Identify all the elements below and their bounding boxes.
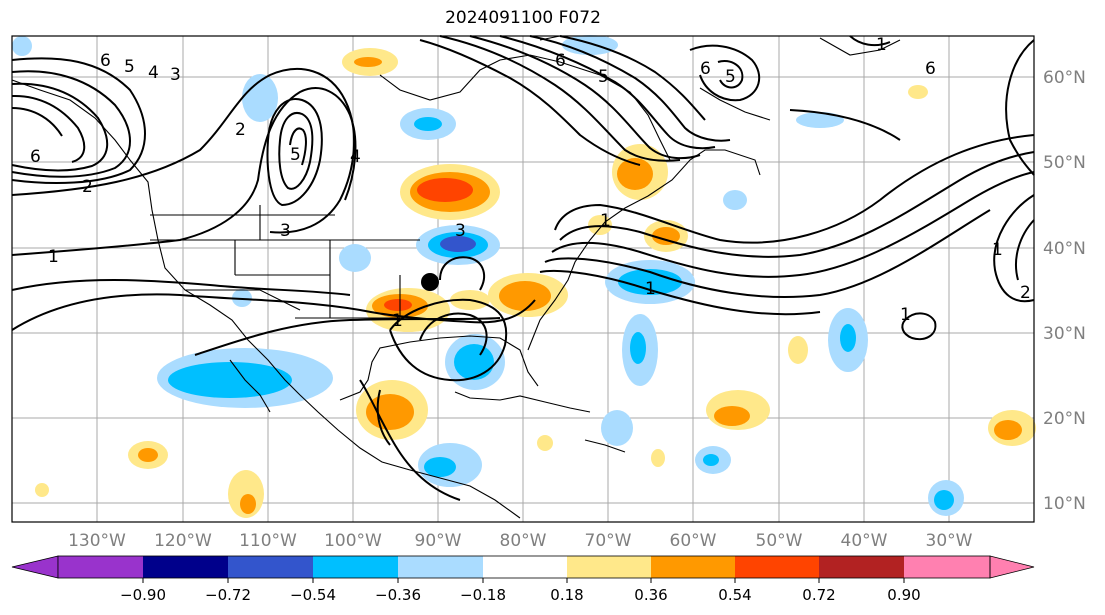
- contour-labels: 6 5 4 3 2 1 6 5 4 3 2 1 3 1 1 1 6 5 6 5 …: [30, 35, 1031, 331]
- contour-label: 1: [48, 247, 59, 267]
- contour-label: 1: [392, 311, 403, 331]
- contour-label: 3: [170, 65, 181, 85]
- colorbar-tick: −0.54: [290, 586, 336, 604]
- contour-label: 5: [290, 145, 301, 165]
- contour-label: 6: [30, 147, 41, 167]
- lon-label: 130°W: [68, 531, 126, 551]
- colorbar-tick: 0.18: [550, 586, 583, 604]
- colorbar-swatch: [313, 556, 398, 578]
- colorbar-tick: −0.18: [460, 586, 506, 604]
- lat-label: 40°N: [1043, 239, 1086, 259]
- contour-label: 2: [82, 177, 93, 197]
- contour-label: 6: [555, 51, 566, 71]
- colorbar-tick: 0.54: [718, 586, 751, 604]
- lon-label: 90°W: [415, 531, 462, 551]
- contour-label: 1: [992, 240, 1003, 260]
- contour-label: 2: [1020, 283, 1031, 303]
- colorbar-swatch: [228, 556, 313, 578]
- colorbar-extend-high: [989, 555, 1035, 579]
- contour-label: 6: [700, 59, 711, 79]
- lat-label: 20°N: [1043, 409, 1086, 429]
- lon-label: 120°W: [154, 531, 212, 551]
- contour-label: 5: [124, 57, 135, 77]
- lat-label: 10°N: [1043, 494, 1086, 514]
- contour-label: 4: [350, 147, 361, 167]
- lon-label: 80°W: [500, 531, 547, 551]
- coastlines: [11, 35, 901, 519]
- map-title: 2024091100 F072: [445, 8, 601, 28]
- lon-label: 100°W: [324, 531, 382, 551]
- contour-label: 4: [148, 63, 159, 83]
- contour-label: 1: [876, 35, 887, 55]
- contour-label: 1: [645, 279, 656, 299]
- contour-label: 3: [455, 221, 466, 241]
- contour-label: 5: [598, 67, 609, 87]
- colorbar-swatch: [735, 556, 819, 578]
- contour-label: 6: [100, 51, 111, 71]
- colorbar-tick: −0.72: [205, 586, 251, 604]
- contour-label: 1: [600, 211, 611, 231]
- contour-label: 2: [235, 120, 246, 140]
- longitude-labels: 130°W 120°W 110°W 100°W 90°W 80°W 70°W 6…: [68, 531, 973, 551]
- colorbar-swatch: [398, 556, 483, 578]
- contour-lines: [11, 35, 1035, 501]
- contour-label: 3: [280, 221, 291, 241]
- colorbar-swatch: [143, 556, 228, 578]
- colorbar-swatch: [58, 556, 143, 578]
- map-frame: [11, 35, 1035, 523]
- contour-label: 5: [725, 67, 736, 87]
- lat-label: 30°N: [1043, 324, 1086, 344]
- colorbar-tick: 0.90: [887, 586, 920, 604]
- lon-label: 60°W: [670, 531, 717, 551]
- latitude-labels: 60°N 50°N 40°N 30°N 20°N 10°N: [1043, 68, 1086, 514]
- colorbar: −0.90 −0.72 −0.54 −0.36 −0.18 0.18 0.36 …: [11, 555, 1035, 604]
- colorbar-extend-low: [11, 555, 59, 579]
- lon-label: 30°W: [926, 531, 973, 551]
- lon-label: 110°W: [239, 531, 297, 551]
- colorbar-swatch: [819, 556, 904, 578]
- lon-label: 40°W: [841, 531, 888, 551]
- colorbar-swatch: [567, 556, 651, 578]
- lon-label: 50°W: [756, 531, 803, 551]
- colorbar-tick: −0.36: [375, 586, 421, 604]
- lat-label: 50°N: [1043, 153, 1086, 173]
- contour-label: 1: [900, 305, 911, 325]
- lon-label: 70°W: [585, 531, 632, 551]
- colorbar-tick: 0.36: [634, 586, 667, 604]
- colorbar-tick: −0.90: [120, 586, 166, 604]
- contour-label: 6: [925, 59, 936, 79]
- colorbar-swatch: [483, 556, 567, 578]
- location-marker-icon: [421, 273, 439, 291]
- colorbar-tick: 0.72: [802, 586, 835, 604]
- lat-label: 60°N: [1043, 68, 1086, 88]
- colorbar-swatch: [904, 556, 990, 578]
- colorbar-swatch: [651, 556, 735, 578]
